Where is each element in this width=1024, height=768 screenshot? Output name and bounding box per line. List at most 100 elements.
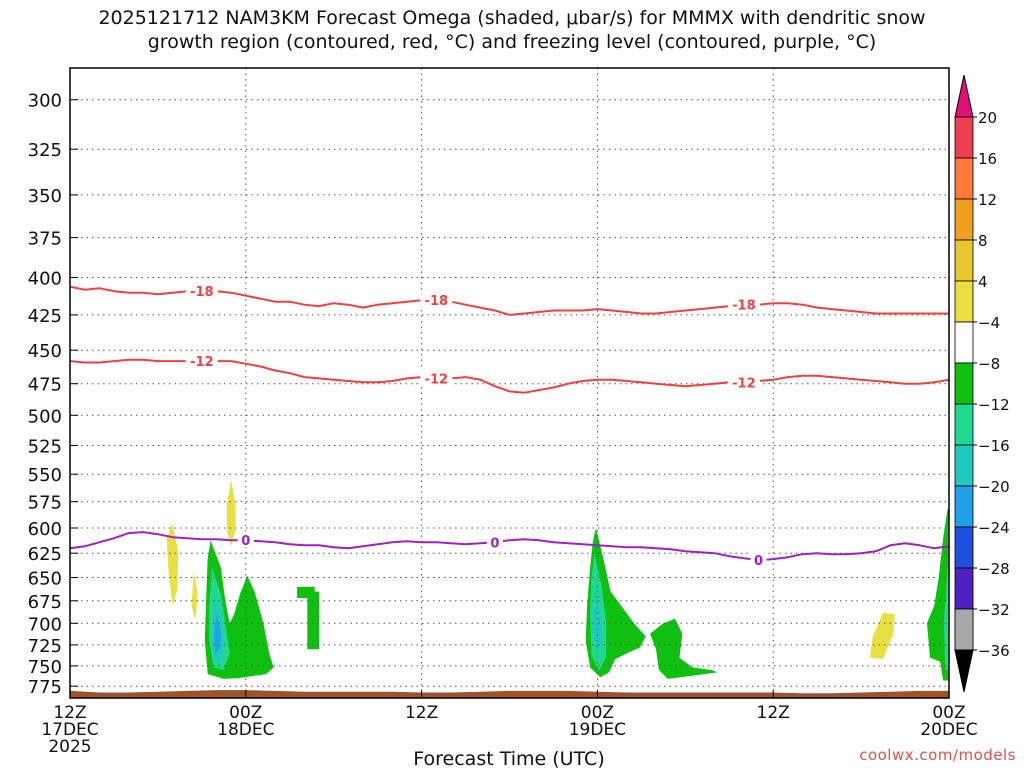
- x-tick-label-36-1: 19DEC: [569, 720, 626, 740]
- y-tick-label-325: 325: [28, 140, 62, 161]
- omega-area-9: [297, 586, 319, 650]
- omega-area-4: [869, 612, 895, 660]
- contour-label-bg-0-2: [727, 296, 760, 312]
- colorbar-swatch-2: [954, 198, 974, 241]
- colorbar-swatch-0: [954, 116, 974, 159]
- contour-label-1-1: -12: [425, 372, 449, 387]
- contour-label-bg-1-0: [185, 353, 218, 369]
- contour-label-0-2: -18: [732, 299, 756, 314]
- plot-frame: [69, 67, 950, 699]
- colorbar-label-10: −24: [978, 519, 1010, 537]
- x-tick-label-60-0: 00Z: [932, 703, 965, 723]
- colorbar-swatch-13: [954, 608, 974, 651]
- omega-area-2: [166, 523, 179, 606]
- contour-label-1-0: -12: [190, 355, 214, 370]
- contour-label-bg-1-1: [420, 370, 453, 386]
- colorbar-swatch-10: [954, 526, 974, 569]
- x-tick-label-24-0: 12Z: [405, 703, 438, 723]
- colorbar-swatch-6: [954, 362, 974, 405]
- x-tick-label-12-1: 18DEC: [217, 720, 274, 740]
- omega-shading: [13, 177, 949, 681]
- y-tick-label-650: 650: [28, 569, 62, 590]
- contour-label-bg-2-2: [750, 552, 767, 568]
- y-tick-label-575: 575: [28, 493, 62, 514]
- contour-label-0-0: -18: [190, 285, 214, 300]
- contour-label-2-0: 0: [241, 534, 250, 549]
- omega-area-1: [13, 177, 23, 308]
- colorbar-label-5: −4: [978, 314, 1000, 332]
- omega-area-12: [593, 588, 602, 654]
- colorbar-swatch-4: [954, 280, 974, 323]
- contour-line-2: [70, 531, 949, 562]
- x-tick-label-0-2: 2025: [48, 737, 91, 757]
- x-tick-label-48-0: 12Z: [757, 703, 790, 723]
- contour-label-2-2: 0: [754, 554, 763, 569]
- contour-label-bg-0-1: [420, 292, 453, 308]
- y-tick-label-350: 350: [28, 186, 62, 207]
- omega-area-0: [226, 479, 236, 547]
- colorbar-label-0: 20: [978, 109, 997, 127]
- title-line-1: 2025121712 NAM3KM Forecast Omega (shaded…: [98, 7, 926, 29]
- y-tick-label-425: 425: [28, 306, 62, 327]
- colorbar-swatch-9: [954, 485, 974, 528]
- contour-label-2-1: 0: [490, 536, 499, 551]
- colorbar-label-12: −32: [978, 601, 1010, 619]
- contour-label-bg-2-0: [237, 532, 254, 548]
- omega-area-3: [191, 572, 198, 619]
- y-tick-label-375: 375: [28, 229, 62, 250]
- omega-area-13: [650, 618, 718, 679]
- colorbar-swatch-8: [954, 444, 974, 487]
- y-tick-label-300: 300: [28, 91, 62, 112]
- omega-area-8: [214, 614, 221, 654]
- credit-text: coolwx.com/models: [859, 746, 1016, 764]
- axes: 300 325 350 375 400 425 450 475 500 525 550 575 600 6…: [28, 91, 978, 757]
- x-axis-label: Forecast Time (UTC): [413, 748, 604, 768]
- contour-label-bg-2-1: [486, 534, 503, 550]
- y-tick-label-450: 450: [28, 341, 62, 362]
- x-tick-label-36-0: 00Z: [581, 703, 614, 723]
- terrain: [70, 690, 949, 698]
- contour-label-bg-0-0: [185, 283, 218, 299]
- y-tick-label-725: 725: [28, 636, 62, 657]
- colorbar-label-8: −16: [978, 437, 1010, 455]
- contour-label-bg-1-2: [727, 374, 760, 390]
- y-tick-label-775: 775: [28, 677, 62, 698]
- colorbar: 20 16 12 8 4 −4 −8 −12 −16 −20 −24 −28 −32 −36: [954, 74, 1010, 693]
- chart-title: 2025121712 NAM3KM Forecast Omega (shaded…: [0, 6, 1024, 54]
- y-tick-label-625: 625: [28, 544, 62, 565]
- x-tick-label-0-0: 12Z: [53, 703, 86, 723]
- y-tick-label-475: 475: [28, 375, 62, 396]
- colorbar-label-3: 8: [978, 232, 988, 250]
- colorbar-label-2: 12: [978, 191, 997, 209]
- title-line-2: growth region (contoured, red, °C) and f…: [147, 31, 877, 53]
- x-tick-label-12-0: 00Z: [229, 703, 262, 723]
- y-tick-label-600: 600: [28, 519, 62, 540]
- colorbar-swatch-3: [954, 239, 974, 282]
- grid: [70, 68, 949, 698]
- colorbar-swatch-5: [954, 321, 974, 364]
- colorbar-label-9: −20: [978, 478, 1010, 496]
- contour-label-0-1: -18: [425, 294, 449, 309]
- colorbar-label-11: −28: [978, 560, 1010, 578]
- x-tick-label-60-1: 20DEC: [920, 720, 977, 740]
- y-tick-label-675: 675: [28, 592, 62, 613]
- y-tick-label-550: 550: [28, 465, 62, 486]
- omega-area-14: [927, 509, 949, 681]
- colorbar-label-1: 16: [978, 150, 997, 168]
- terrain-fill: [70, 690, 949, 698]
- y-tick-label-750: 750: [28, 657, 62, 678]
- y-tick-label-525: 525: [28, 437, 62, 458]
- contours: -18 -18 -18 -12 -12 -12 0 0 0: [70, 283, 949, 569]
- colorbar-label-6: −8: [978, 355, 1000, 373]
- colorbar-top-arrow: [954, 74, 974, 118]
- x-tick-label-0-1: 17DEC: [41, 720, 98, 740]
- colorbar-swatch-1: [954, 157, 974, 200]
- y-tick-label-500: 500: [28, 406, 62, 427]
- colorbar-swatch-11: [954, 567, 974, 610]
- colorbar-swatch-7: [954, 403, 974, 446]
- contour-label-1-2: -12: [732, 376, 756, 391]
- colorbar-label-13: −36: [978, 642, 1010, 660]
- colorbar-label-4: 4: [978, 273, 988, 291]
- colorbar-bottom-arrow: [954, 649, 974, 693]
